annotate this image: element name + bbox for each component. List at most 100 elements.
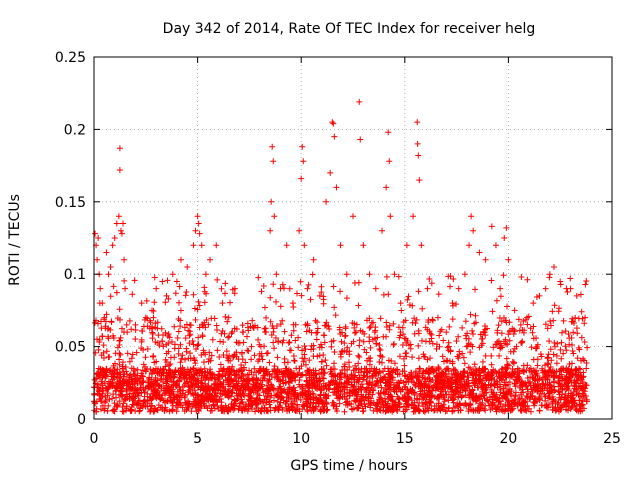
data-point — [337, 353, 344, 360]
data-point — [530, 300, 537, 307]
data-point — [290, 327, 297, 334]
data-point — [299, 143, 306, 150]
data-point — [558, 339, 565, 346]
data-point — [395, 273, 402, 280]
y-tick-label: 0.15 — [55, 195, 86, 211]
data-point — [268, 373, 275, 380]
data-point — [435, 405, 442, 412]
data-point — [353, 321, 360, 328]
data-point — [317, 391, 324, 398]
data-point — [209, 336, 216, 343]
data-point — [360, 338, 367, 345]
data-point — [96, 300, 103, 307]
data-point — [496, 352, 503, 359]
data-point — [270, 339, 277, 346]
data-point — [233, 339, 240, 346]
data-point — [528, 344, 535, 351]
data-point — [366, 334, 373, 341]
data-point — [385, 291, 392, 298]
data-point — [288, 347, 295, 354]
data-point — [279, 317, 286, 324]
data-point — [310, 256, 317, 263]
data-point — [201, 284, 208, 291]
data-point — [134, 380, 141, 387]
data-point — [196, 324, 203, 331]
x-tick-label: 0 — [90, 431, 99, 447]
data-point — [534, 362, 541, 369]
data-point — [584, 344, 591, 351]
data-point — [383, 273, 390, 280]
data-point — [119, 392, 126, 399]
data-point — [114, 403, 121, 410]
data-point — [501, 235, 508, 241]
data-point — [270, 281, 277, 288]
data-point — [238, 350, 245, 357]
data-point — [176, 283, 183, 290]
data-point — [157, 375, 164, 382]
data-point — [265, 390, 272, 397]
data-point — [309, 271, 316, 278]
data-point — [108, 318, 115, 325]
data-point — [395, 324, 402, 331]
data-point — [189, 337, 196, 344]
data-point — [444, 344, 451, 351]
data-point — [546, 389, 553, 396]
data-point — [191, 305, 198, 312]
data-point — [94, 256, 101, 263]
data-point — [343, 271, 350, 278]
data-point — [470, 330, 477, 337]
data-point — [547, 322, 554, 329]
data-point — [544, 354, 551, 361]
data-point — [343, 348, 350, 355]
data-point — [171, 323, 178, 330]
data-point — [557, 278, 564, 285]
data-point — [136, 408, 143, 415]
data-point — [574, 355, 581, 362]
data-point — [222, 313, 229, 320]
data-point — [577, 393, 584, 400]
data-point — [142, 398, 149, 405]
data-point — [554, 340, 561, 347]
x-tick-label: 10 — [292, 431, 310, 447]
data-point — [524, 321, 531, 328]
data-point — [149, 330, 156, 337]
data-point — [225, 314, 232, 321]
data-point — [317, 341, 324, 348]
data-point — [566, 335, 573, 342]
data-point — [285, 390, 292, 397]
data-point — [201, 365, 208, 372]
data-point — [341, 333, 348, 340]
data-point — [173, 278, 180, 285]
data-point — [575, 392, 582, 399]
data-point — [412, 320, 419, 327]
data-point — [233, 390, 240, 397]
data-point — [303, 328, 310, 335]
data-point — [219, 300, 226, 307]
data-point — [341, 361, 348, 368]
data-point — [503, 224, 510, 231]
data-point — [251, 352, 258, 359]
data-point — [356, 98, 363, 105]
data-point — [453, 301, 460, 308]
data-point — [321, 332, 328, 339]
data-point — [165, 340, 172, 347]
data-point — [303, 372, 310, 379]
data-point — [274, 354, 281, 361]
data-point — [542, 402, 549, 409]
data-point — [198, 242, 205, 249]
data-point — [307, 296, 314, 303]
data-point — [173, 408, 180, 415]
data-point — [110, 362, 117, 369]
data-point — [367, 358, 374, 365]
data-point — [334, 388, 341, 395]
data-point — [377, 347, 384, 354]
data-point — [267, 394, 274, 401]
data-point — [116, 166, 123, 173]
data-point — [261, 304, 268, 311]
data-point — [187, 350, 194, 357]
data-point — [218, 330, 225, 337]
data-point — [192, 316, 199, 323]
data-point — [290, 353, 297, 360]
data-point — [446, 323, 453, 330]
data-point — [504, 341, 511, 348]
